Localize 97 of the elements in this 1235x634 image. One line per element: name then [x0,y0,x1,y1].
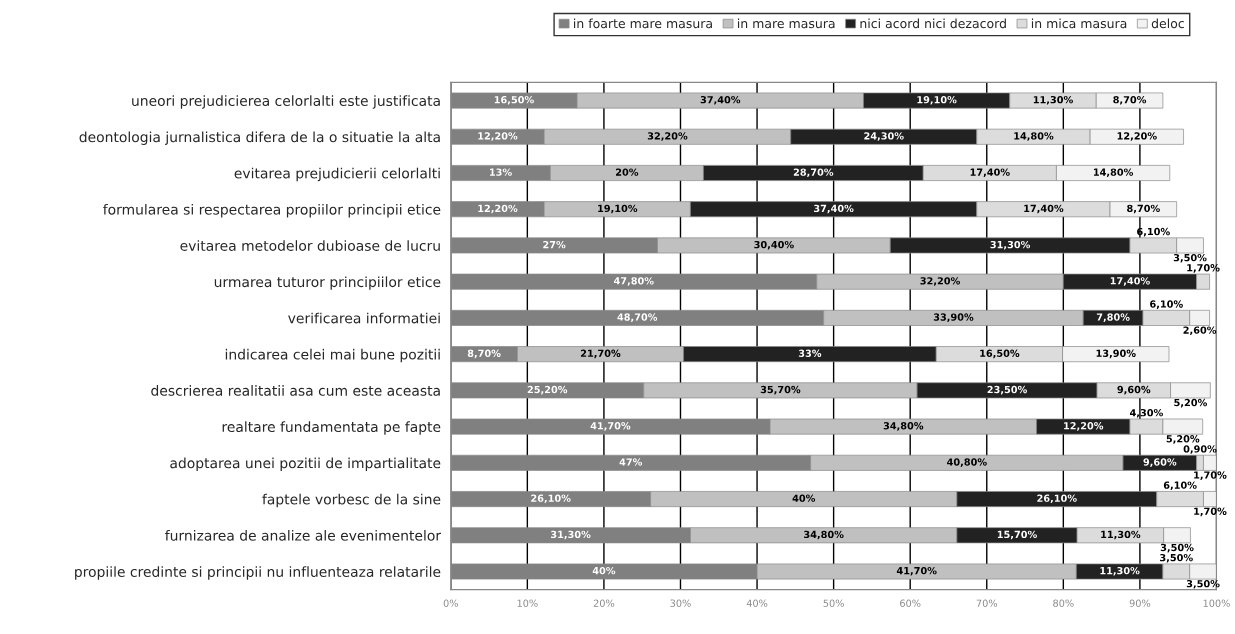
y-tick-label: faptele vorbesc de la sine [262,493,441,508]
data-label: 14,80% [1014,132,1054,141]
data-label: 31,30% [551,530,591,540]
data-label: 35,70% [760,385,801,395]
y-tick-label: adoptarea unei pozitii de impartialitate [170,457,441,471]
data-label: 8,70% [467,349,501,359]
legend-label: deloc [1151,18,1184,29]
data-label: 3,50% [1160,553,1193,563]
data-label: 41,70% [896,566,937,576]
legend-label: in mare masura [737,18,835,29]
legend-label: in mica masura [1031,18,1127,29]
y-tick-label: propiile credinte si principii nu influenteaza relatarile [75,566,441,580]
data-label: 19,10% [598,204,638,214]
data-label: 8,70% [1113,96,1147,105]
data-label: 20% [616,168,639,176]
data-label: 37,40% [814,204,854,214]
data-label: 27% [543,240,566,249]
data-label: 9,60% [1143,458,1177,467]
data-label: 3,50% [1160,543,1194,553]
x-tick-label: 10% [517,599,538,607]
data-label: 11,30% [1100,566,1140,576]
data-label: 37,40% [700,96,741,105]
data-label: 34,80% [883,422,924,431]
data-label: 3,50% [1186,580,1220,589]
data-label: 41,70% [590,422,631,431]
y-tick-label: formularea si respectarea propiilor principii etice [103,203,441,218]
data-label: 11,30% [1101,530,1141,540]
data-label: 26,10% [1037,494,1077,504]
data-label: 32,20% [647,132,688,141]
data-label: 21,70% [580,349,621,359]
x-tick-label: 60% [900,599,921,607]
data-label: 33% [798,349,822,357]
legend-label: nici acord nici dezacord [860,18,1006,29]
legend-label: in foarte mare masura [574,18,712,29]
data-label: 13% [490,168,512,176]
data-label: 12,20% [1064,422,1104,431]
x-tick-label: 30% [670,599,691,607]
data-label: 16,50% [980,349,1020,359]
data-label: 5,20% [1174,398,1207,408]
data-label: 13,90% [1096,349,1136,359]
data-label: 17,40% [1110,277,1150,286]
y-tick-label: furnizarea de analize ale evenimentelor [165,530,442,541]
data-label: 6,10% [1163,481,1197,491]
data-label: 14,80% [1093,168,1134,178]
data-label: 9,60% [1117,385,1151,395]
data-label: 11,30% [1033,96,1073,105]
data-label: 12,20% [478,132,518,141]
x-tick-label: 20% [593,599,615,607]
data-label: 3,50% [1173,253,1207,263]
data-label: 6,10% [1150,300,1183,309]
y-tick-label: uneori prejudicierea celorlalti este justificata [132,95,440,109]
data-label: 16,50% [494,96,534,105]
data-label: 8,70% [1127,204,1160,214]
data-label: 19,10% [917,96,957,105]
x-tick-label: 100% [1203,599,1230,607]
data-label: 40,80% [947,458,987,467]
data-label: 34,80% [804,530,844,540]
data-label: 23,50% [987,385,1027,395]
data-label: 40% [792,494,816,502]
data-label: 28,70% [793,168,834,178]
x-tick-label: 0% [443,599,458,607]
y-tick-label: realtare fundamentata pe fapte [222,421,441,435]
data-label: 1,70% [1187,264,1220,273]
data-label: 5,20% [1166,435,1200,444]
data-label: 1,70% [1194,471,1227,480]
data-label: 26,10% [531,494,571,504]
y-tick-label: verificarea informatiei [288,312,440,324]
data-label: 30,40% [754,240,794,250]
data-label: 24,30% [864,132,904,141]
y-tick-label: indicarea celei mai bune pozitii [225,348,440,363]
data-label: 32,20% [920,277,960,286]
data-label: 0,90% [1183,445,1217,454]
data-label: 12,20% [478,204,518,214]
y-tick-label: deontologia jurnalistica difera de la o situatie la alta [79,131,440,145]
x-tick-label: 40% [746,599,768,607]
data-label: 33,90% [933,313,974,322]
data-label: 40% [592,566,616,575]
data-label: 47,80% [613,277,654,286]
x-tick-label: 70% [976,599,998,607]
x-tick-label: 90% [1129,599,1151,607]
data-label: 12,20% [1117,132,1157,141]
data-label: 17,40% [970,168,1010,178]
y-tick-label: descrierea realitatii asa cum este aceasta [151,385,440,396]
data-label: 47% [619,458,643,466]
data-label: 17,40% [1024,204,1064,214]
data-label: 1,70% [1194,507,1227,517]
data-label: 2,60% [1183,326,1217,336]
data-label: 25,20% [527,385,568,395]
data-label: 31,30% [990,240,1031,250]
y-tick-label: evitarea metodelor dubioase de lucru [180,240,440,251]
x-tick-label: 80% [1053,599,1074,607]
data-label: 48,70% [617,313,658,322]
data-label: 15,70% [997,530,1037,540]
x-tick-label: 50% [823,599,844,607]
y-tick-label: urmarea tuturor principiilor etice [214,276,441,290]
y-tick-label: evitarea prejudicierii celorlalti [234,167,440,182]
data-label: 7,80% [1096,313,1130,322]
